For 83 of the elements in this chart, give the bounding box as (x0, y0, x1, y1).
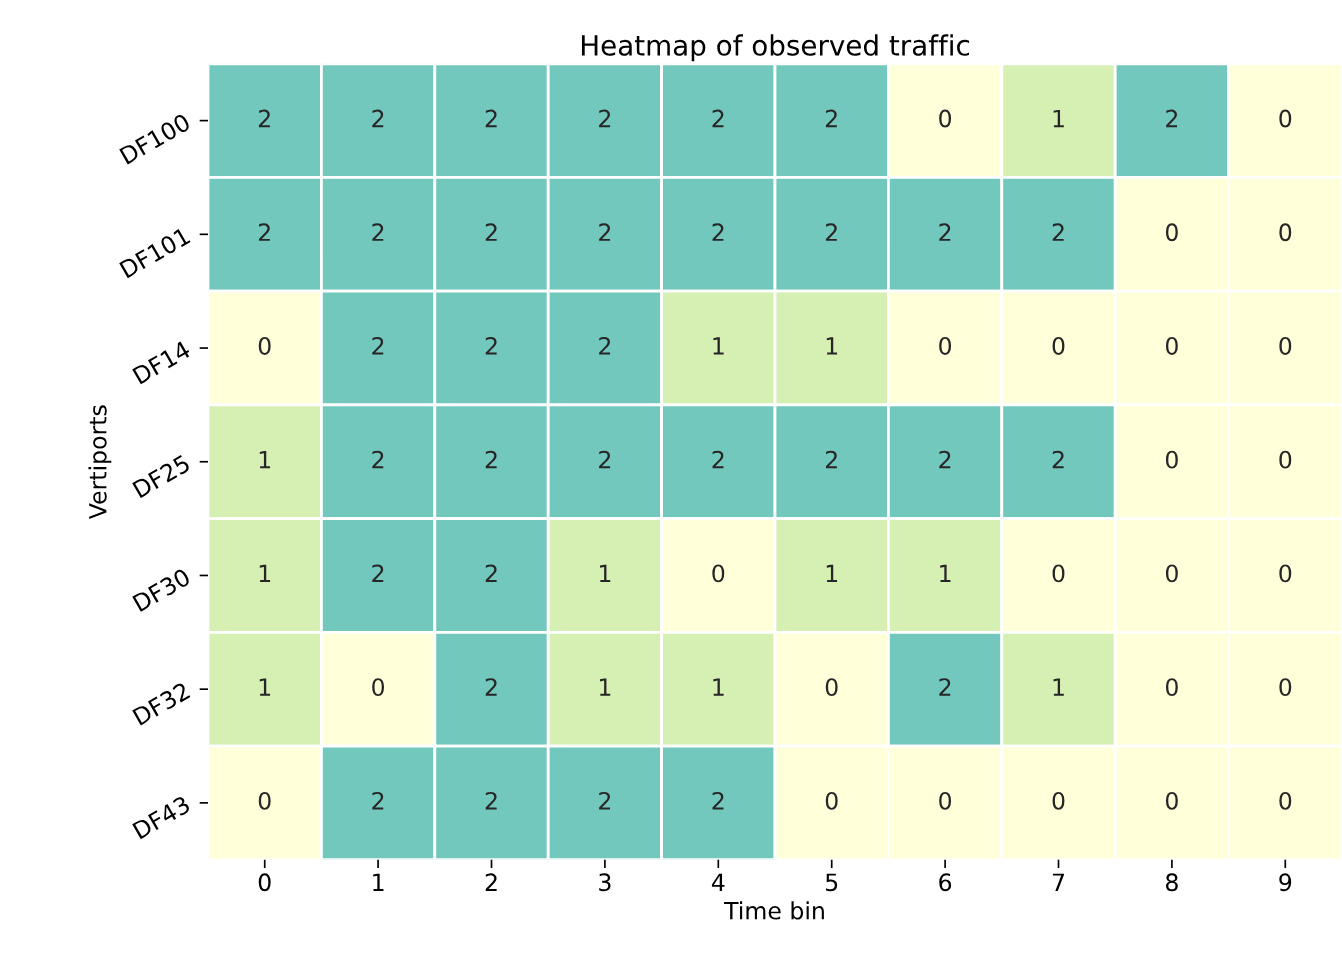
data-label: 0 (1165, 791, 1178, 810)
data-label: 2 (1166, 109, 1178, 128)
data-label: 2 (258, 109, 270, 128)
data-label: 1 (259, 564, 271, 582)
chart-title: Heatmap of observed traffic (581, 34, 970, 62)
x-tick-label: 5 (826, 873, 838, 892)
data-label: 2 (599, 450, 611, 469)
data-label: 2 (825, 109, 837, 128)
data-label: 2 (712, 223, 724, 241)
data-label: 0 (1165, 337, 1178, 355)
data-label: 0 (1165, 450, 1178, 469)
data-label: 0 (1052, 337, 1065, 355)
data-label: 0 (939, 337, 952, 355)
data-label: 1 (599, 564, 611, 582)
data-label: 0 (258, 337, 271, 355)
data-label: 1 (599, 678, 611, 696)
data-label: 2 (372, 791, 384, 810)
data-label: 1 (713, 337, 724, 355)
data-label: 0 (1279, 223, 1292, 242)
data-label: 2 (712, 109, 724, 128)
data-label: 2 (599, 337, 611, 355)
data-label: 0 (939, 109, 952, 128)
data-label: 0 (939, 791, 952, 810)
y-axis-title: Vertiports (88, 405, 112, 520)
data-label: 2 (485, 791, 497, 810)
data-label: 2 (372, 109, 384, 128)
data-label: 2 (939, 678, 951, 696)
data-label: 0 (1279, 564, 1292, 583)
data-label: 1 (259, 678, 271, 696)
data-label: 0 (1165, 564, 1178, 583)
data-label: 0 (1279, 337, 1292, 355)
data-label: 1 (1053, 109, 1064, 128)
data-label: 0 (1279, 450, 1292, 469)
data-label: 2 (825, 450, 837, 469)
data-label: 0 (1165, 223, 1178, 242)
data-label: 2 (599, 791, 611, 810)
data-label: 1 (826, 337, 838, 355)
x-tick-label: 2 (485, 873, 497, 891)
x-tick-label: 8 (1165, 873, 1178, 892)
data-label: 2 (485, 450, 497, 469)
x-axis-title: Time bin (724, 901, 824, 920)
data-label: 0 (1165, 678, 1178, 697)
data-label: 2 (939, 223, 951, 241)
data-label: 1 (940, 564, 951, 582)
data-label: 0 (825, 791, 838, 810)
x-tick-label: 3 (599, 873, 611, 892)
data-label: 2 (712, 791, 724, 810)
data-label: 2 (825, 223, 837, 241)
data-label: 0 (825, 678, 838, 697)
data-label: 2 (485, 678, 497, 696)
data-label: 2 (485, 109, 497, 128)
data-label: 1 (1053, 678, 1064, 696)
data-label: 2 (372, 450, 384, 469)
data-label: 1 (826, 564, 838, 582)
data-label: 2 (372, 223, 384, 241)
data-label: 1 (713, 678, 724, 696)
data-label: 0 (1279, 791, 1292, 810)
x-tick-label: 6 (939, 873, 952, 892)
data-label: 2 (485, 564, 497, 582)
data-label: 0 (712, 564, 725, 583)
x-tick-label: 1 (373, 873, 384, 891)
data-label: 1 (259, 451, 271, 469)
data-label: 2 (599, 109, 611, 128)
data-label: 2 (372, 337, 384, 355)
data-label: 0 (1052, 791, 1065, 810)
data-label: 2 (258, 223, 270, 241)
data-label: 2 (939, 450, 951, 469)
data-label: 2 (599, 223, 611, 241)
x-tick-label: 4 (711, 873, 725, 891)
data-label: 0 (1279, 678, 1292, 697)
data-label: 2 (485, 337, 497, 355)
data-label: 0 (372, 678, 385, 697)
data-label: 2 (1052, 450, 1064, 469)
data-label: 0 (1279, 109, 1292, 128)
data-label: 2 (372, 564, 384, 582)
x-tick-label: 7 (1052, 873, 1064, 891)
data-label: 0 (1052, 564, 1065, 583)
data-label: 2 (712, 450, 724, 469)
data-label: 0 (258, 791, 271, 810)
x-tick-label: 9 (1279, 873, 1292, 892)
x-tick-label: 0 (258, 873, 271, 892)
data-label: 2 (485, 223, 497, 241)
data-label: 2 (1052, 223, 1064, 241)
